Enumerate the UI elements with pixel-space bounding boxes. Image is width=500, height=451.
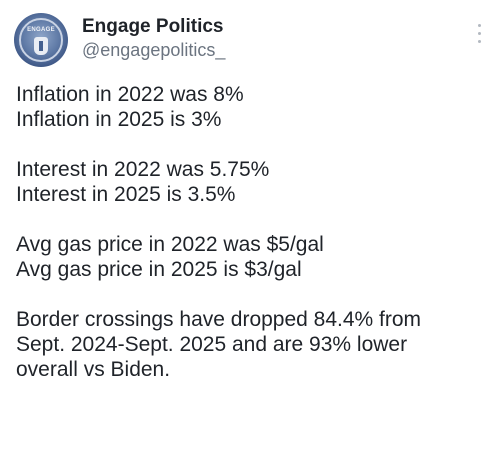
post-text: Inflation in 2022 was 8% Inflation in 20… (16, 82, 494, 407)
author-handle[interactable]: @engagepolitics_ (82, 40, 226, 60)
text-line: Interest in 2025 is 3.5% (16, 183, 236, 206)
avatar[interactable]: ENGAGE (14, 13, 68, 67)
paragraph-border: Border crossings have dropped 84.4% from… (16, 307, 494, 382)
text-line: Avg gas price in 2025 is $3/gal (16, 258, 302, 281)
text-line: Inflation in 2025 is 3% (16, 108, 222, 131)
avatar-emblem-mark (39, 41, 43, 51)
paragraph-gas-price: Avg gas price in 2022 was $5/gal Avg gas… (16, 232, 494, 282)
more-vertical-icon[interactable] (476, 22, 484, 48)
paragraph-interest: Interest in 2022 was 5.75% Interest in 2… (16, 157, 494, 207)
text-line: overall vs Biden. (16, 358, 171, 381)
paragraph-inflation: Inflation in 2022 was 8% Inflation in 20… (16, 82, 494, 132)
avatar-logo-text: ENGAGE (27, 27, 55, 33)
avatar-emblem-icon (34, 37, 48, 55)
text-line: Avg gas price in 2022 was $5/gal (16, 233, 324, 256)
avatar-ring (19, 18, 63, 62)
author-name[interactable]: Engage Politics (82, 16, 224, 37)
text-line: Border crossings have dropped 84.4% from (16, 308, 422, 331)
text-line: Interest in 2022 was 5.75% (16, 158, 270, 181)
text-line: Inflation in 2022 was 8% (16, 83, 244, 106)
text-line: Sept. 2024-Sept. 2025 and are 93% lower (16, 333, 408, 356)
